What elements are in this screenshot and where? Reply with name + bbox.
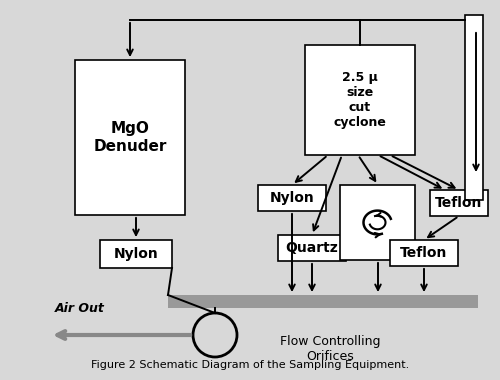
Text: Nylon: Nylon xyxy=(270,191,314,205)
Bar xyxy=(278,235,346,261)
Bar xyxy=(305,45,415,155)
Text: Air Out: Air Out xyxy=(55,301,105,315)
Text: Nylon: Nylon xyxy=(114,247,158,261)
Text: Flow Controlling
Orifices: Flow Controlling Orifices xyxy=(280,335,380,363)
Text: Teflon: Teflon xyxy=(400,246,448,260)
Bar xyxy=(75,60,185,215)
Text: Teflon: Teflon xyxy=(436,196,482,210)
Bar xyxy=(465,15,483,200)
Text: 2.5 μ
size
cut
cyclone: 2.5 μ size cut cyclone xyxy=(334,71,386,129)
Bar xyxy=(258,185,326,211)
Text: Figure 2 Schematic Diagram of the Sampling Equipment.: Figure 2 Schematic Diagram of the Sampli… xyxy=(91,360,409,370)
Bar xyxy=(390,240,458,266)
Bar xyxy=(430,190,488,216)
Bar xyxy=(168,295,478,308)
Text: Quartz: Quartz xyxy=(286,241,339,255)
Text: MgO
Denuder: MgO Denuder xyxy=(94,121,166,154)
Bar xyxy=(100,240,172,268)
Bar xyxy=(340,185,415,260)
